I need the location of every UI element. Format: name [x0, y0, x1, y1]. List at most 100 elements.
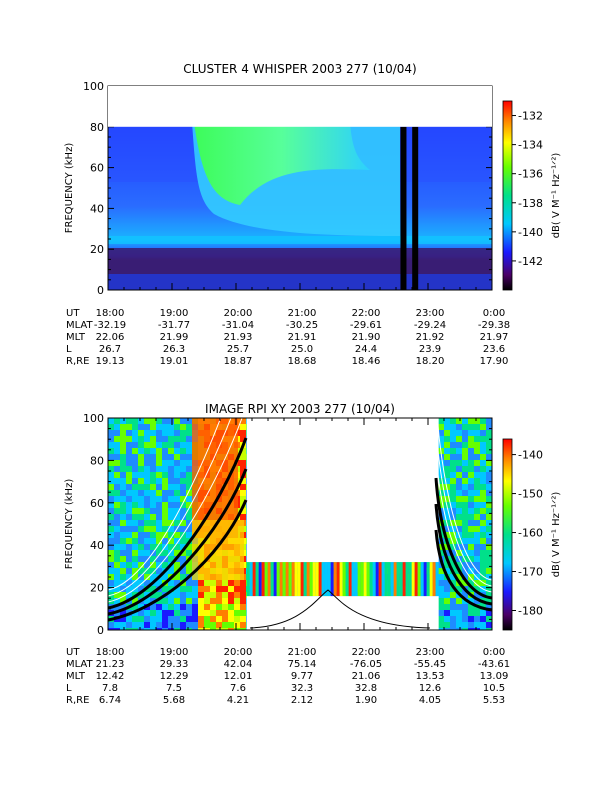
rpi-spectrogram — [108, 418, 492, 630]
rpi-ephemeris-value: -55.45 — [414, 659, 446, 670]
rpi-spectrogram-cell — [144, 544, 150, 550]
rpi-spectrogram-cell — [168, 418, 174, 424]
rpi-spectrogram-cell — [108, 496, 114, 502]
rpi-ephemeris-value: 13.09 — [480, 671, 509, 682]
rpi-spectrogram-cell — [468, 472, 474, 478]
rpi-middle-band-stripe — [294, 562, 298, 597]
rpi-spectrogram-cell — [108, 460, 114, 466]
rpi-spectrogram-cell — [474, 436, 480, 442]
rpi-spectrogram-cell — [456, 478, 462, 484]
rpi-spectrogram-cell — [210, 598, 216, 604]
rpi-spectrogram-cell — [474, 592, 480, 598]
rpi-spectrogram-cell — [174, 550, 180, 556]
rpi-spectrogram-cell — [186, 610, 192, 616]
rpi-colorbar-tick-label: -150 — [518, 488, 543, 501]
rpi-spectrogram-cell — [180, 610, 186, 616]
rpi-spectrogram-cell — [144, 520, 150, 526]
whisper-ephemeris-row-label: L — [66, 344, 72, 355]
rpi-spectrogram-cell — [450, 628, 456, 630]
rpi-spectrogram-cell — [444, 532, 450, 538]
rpi-spectrogram-cell — [126, 460, 132, 466]
rpi-spectrogram-cell — [480, 532, 486, 538]
rpi-spectrogram-cell — [180, 472, 186, 478]
rpi-spectrogram-cell — [120, 610, 126, 616]
rpi-spectrogram-cell — [486, 418, 492, 424]
rpi-spectrogram-cell — [186, 586, 192, 592]
rpi-spectrogram-cell — [162, 526, 168, 532]
rpi-spectrogram-cell — [156, 610, 162, 616]
whisper-ephemeris-row-label: MLT — [66, 332, 86, 343]
rpi-spectrogram-cell — [438, 424, 444, 430]
rpi-middle-band-stripe — [246, 562, 250, 597]
rpi-spectrogram-cell — [450, 472, 456, 478]
whisper-ephemeris-value: 18.46 — [352, 356, 381, 367]
rpi-spectrogram-cell — [444, 490, 450, 496]
rpi-middle-band-stripe — [303, 562, 307, 597]
rpi-spectrogram-cell — [486, 610, 492, 616]
rpi-spectrogram-cell — [150, 562, 156, 568]
rpi-spectrogram-cell — [456, 574, 462, 580]
rpi-spectrogram-cell — [186, 460, 192, 466]
rpi-spectrogram-cell — [132, 490, 138, 496]
rpi-spectrogram-cell — [174, 472, 180, 478]
rpi-middle-band-stripe — [417, 562, 421, 597]
rpi-spectrogram-cell — [120, 556, 126, 562]
whisper-ephemeris-row-label: MLAT — [66, 320, 93, 331]
rpi-spectrogram-cell — [186, 628, 192, 630]
rpi-spectrogram-cell — [180, 550, 186, 556]
rpi-ephemeris-value: 32.3 — [291, 683, 313, 694]
rpi-spectrogram-cell — [168, 622, 174, 628]
rpi-ephemeris-row-label: R,RE — [66, 695, 89, 706]
rpi-spectrogram-cell — [144, 442, 150, 448]
rpi-spectrogram-cell — [198, 622, 204, 628]
rpi-spectrogram-cell — [228, 616, 234, 622]
rpi-spectrogram-cell — [456, 460, 462, 466]
rpi-spectrogram-cell — [168, 544, 174, 550]
whisper-ytick-label: 20 — [90, 243, 104, 256]
rpi-spectrogram-cell — [438, 592, 444, 598]
rpi-spectrogram-cell — [468, 514, 474, 520]
whisper-spectrogram — [108, 122, 492, 290]
rpi-middle-band-stripe — [318, 562, 322, 597]
rpi-spectrogram-cell — [438, 478, 444, 484]
rpi-spectrogram-cell — [450, 484, 456, 490]
rpi-spectrogram-cell — [138, 472, 144, 478]
rpi-spectrogram-cell — [156, 460, 162, 466]
whisper-ephemeris-value: 22:00 — [352, 308, 381, 319]
rpi-spectrogram-cell — [108, 526, 114, 532]
rpi-spectrogram-cell — [144, 472, 150, 478]
rpi-spectrogram-cell — [474, 556, 480, 562]
rpi-spectrogram-cell — [180, 514, 186, 520]
rpi-spectrogram-cell — [120, 532, 126, 538]
rpi-spectrogram-cell — [192, 628, 198, 630]
rpi-spectrogram-cell — [120, 520, 126, 526]
rpi-spectrogram-cell — [180, 496, 186, 502]
rpi-spectrogram-cell — [468, 436, 474, 442]
rpi-spectrogram-cell — [444, 496, 450, 502]
rpi-ephemeris-value: 29.33 — [160, 659, 189, 670]
rpi-spectrogram-cell — [114, 520, 120, 526]
rpi-spectrogram-cell — [126, 484, 132, 490]
rpi-spectrogram-cell — [480, 490, 486, 496]
rpi-spectrogram-cell — [186, 424, 192, 430]
rpi-spectrogram-cell — [168, 496, 174, 502]
rpi-spectrogram-cell — [456, 526, 462, 532]
rpi-spectrogram-cell — [462, 448, 468, 454]
whisper-ephemeris-value: 23.9 — [419, 344, 441, 355]
rpi-spectrogram-cell — [156, 496, 162, 502]
rpi-spectrogram-cell — [150, 610, 156, 616]
rpi-spectrogram-cell — [132, 472, 138, 478]
rpi-spectrogram-cell — [138, 574, 144, 580]
rpi-spectrogram-cell — [240, 580, 246, 586]
rpi-spectrogram-cell — [234, 622, 240, 628]
rpi-spectrogram-cell — [138, 550, 144, 556]
rpi-spectrogram-cell — [456, 622, 462, 628]
rpi-spectrogram-cell — [186, 442, 192, 448]
rpi-spectrogram-cell — [462, 538, 468, 544]
rpi-y-axis-label: FREQUENCY (kHz) — [64, 479, 75, 570]
rpi-spectrogram-cell — [480, 502, 486, 508]
rpi-spectrogram-cell — [114, 418, 120, 424]
rpi-spectrogram-cell — [120, 418, 126, 424]
rpi-spectrogram-cell — [108, 466, 114, 472]
rpi-spectrogram-cell — [180, 586, 186, 592]
